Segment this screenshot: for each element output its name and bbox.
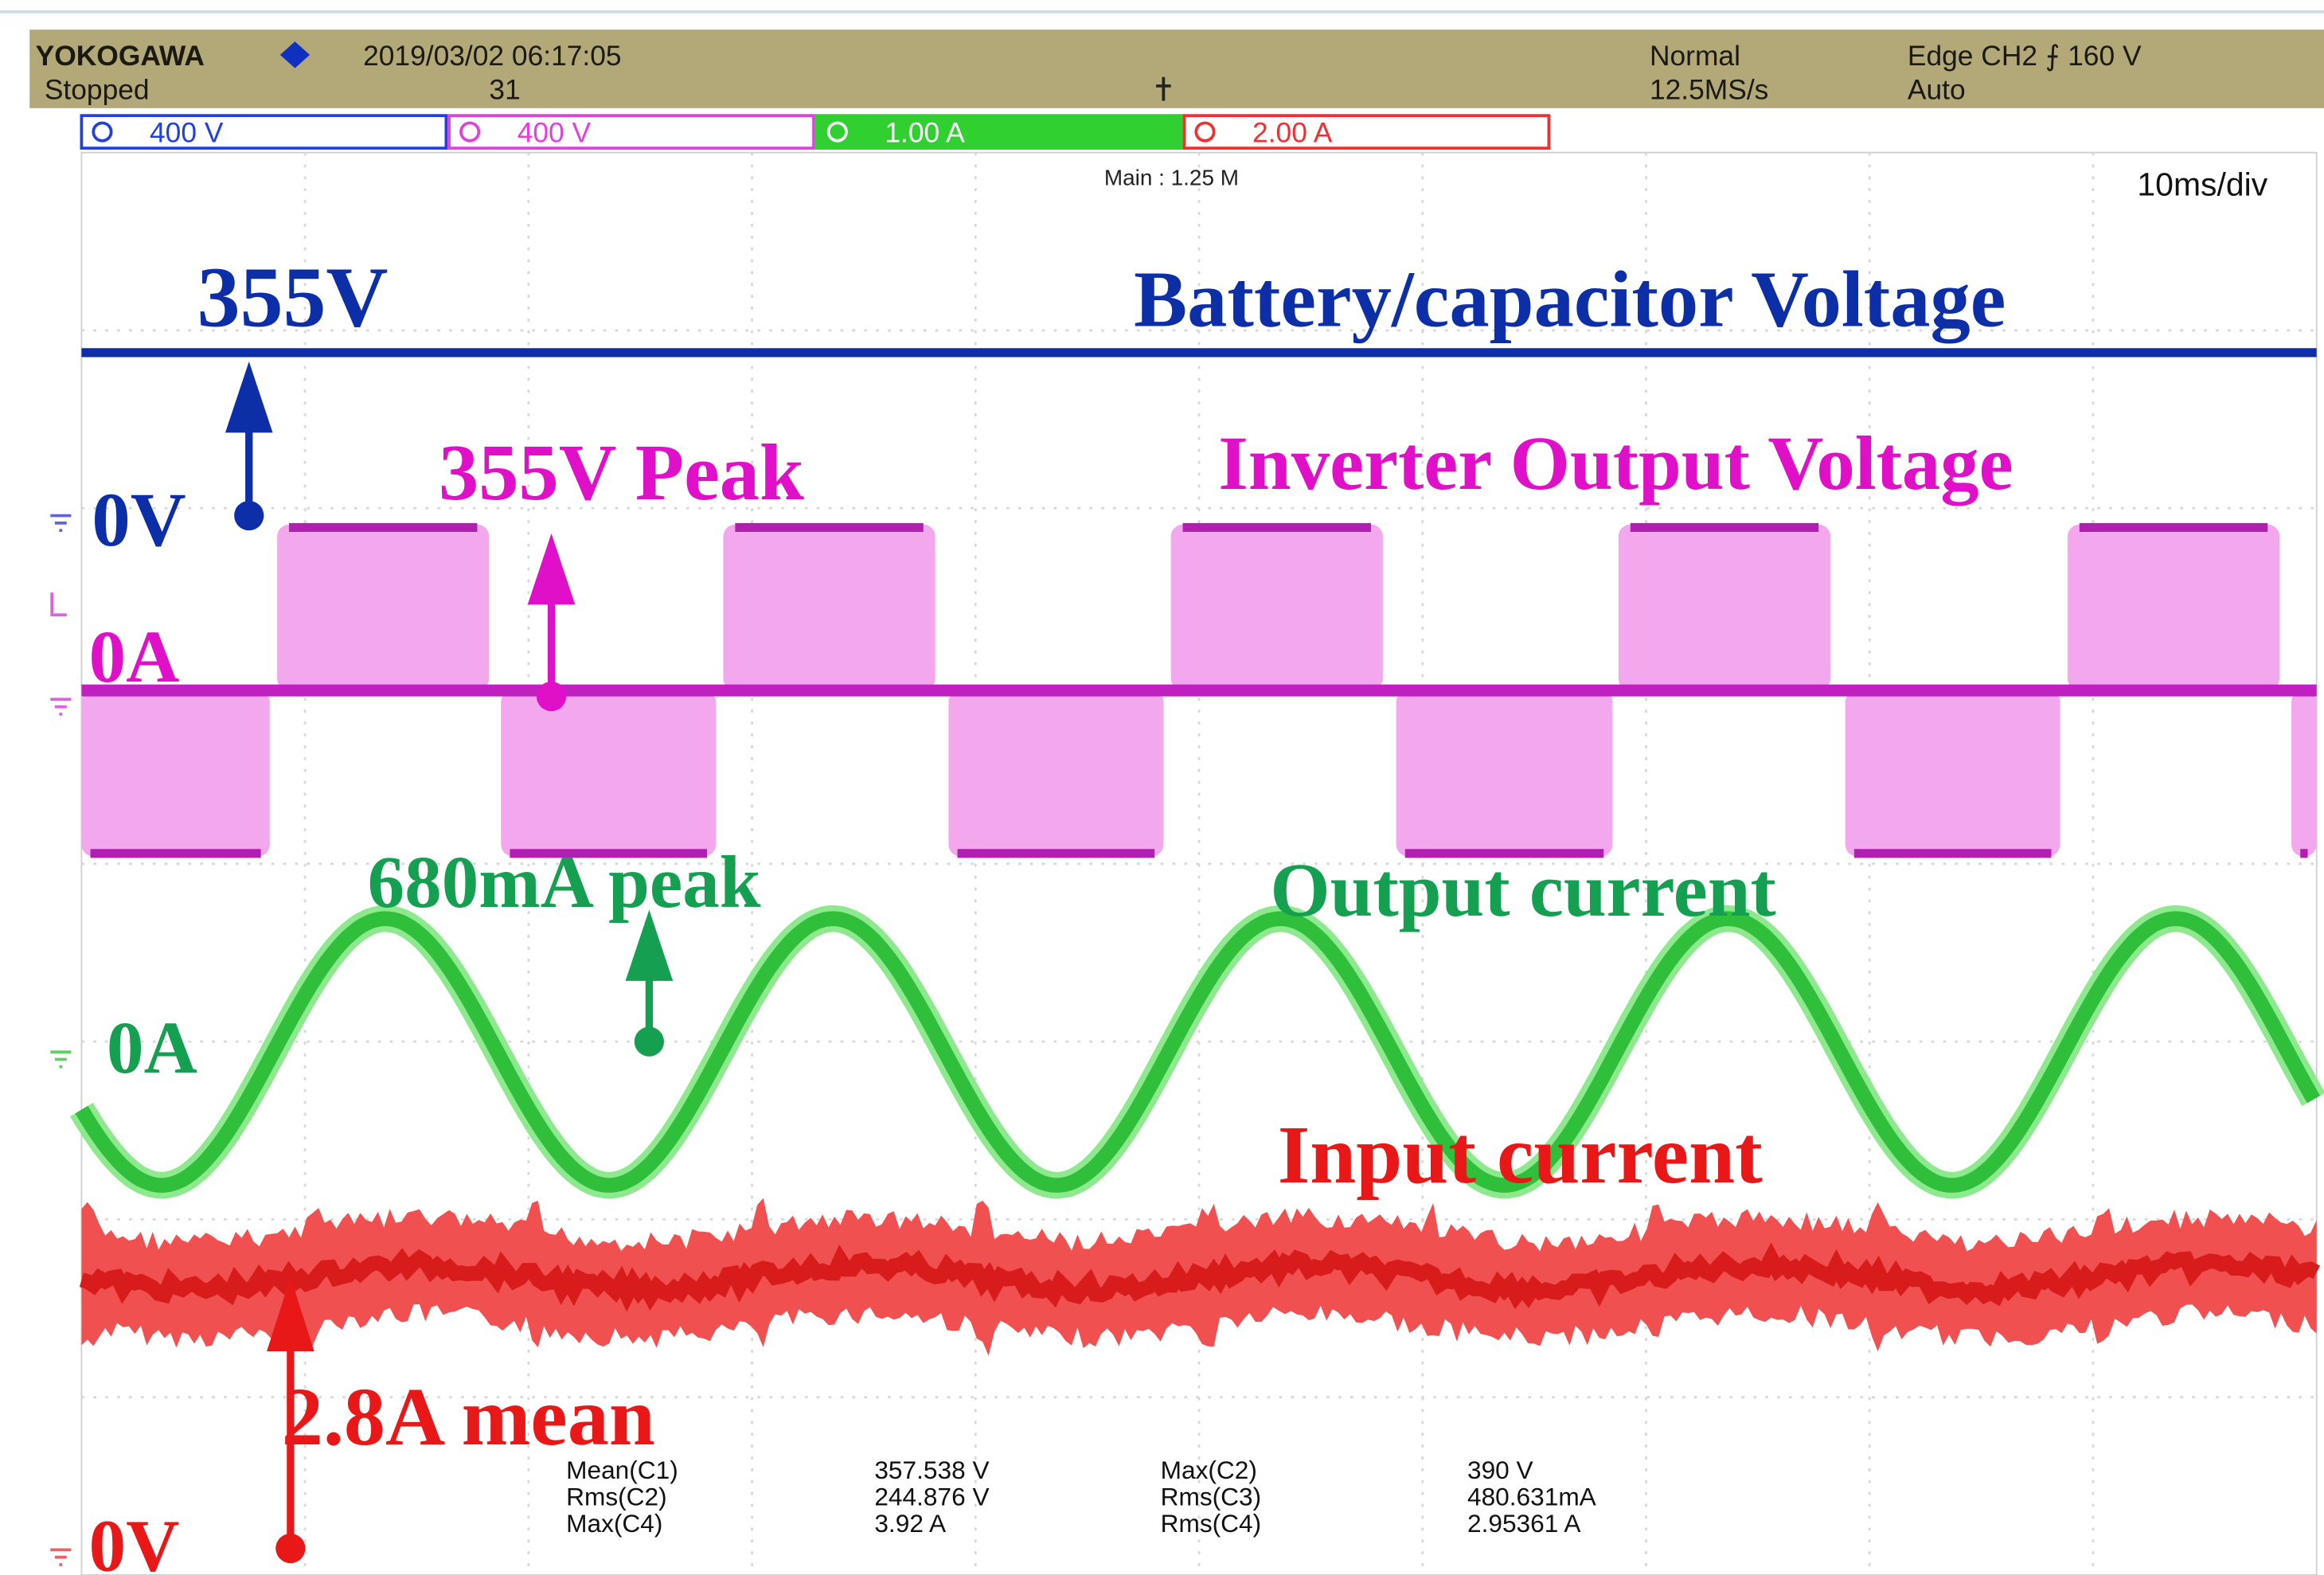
trigger-mode: Auto: [1908, 75, 1966, 106]
channel-box: [81, 115, 446, 148]
output-title: Output current: [1270, 847, 1775, 932]
inverter-zero: 0A: [89, 616, 180, 698]
status: Stopped: [45, 75, 150, 106]
channel-box: [1184, 115, 1549, 148]
channel-scale: 2.00 A: [1252, 118, 1333, 149]
oscilloscope-screen: YOKOGAWA 2019/03/02 06:17:05 Stopped 31 …: [0, 0, 2324, 1575]
measurement-value: 357.538 V: [874, 1456, 989, 1484]
datetime: 2019/03/02 06:17:05: [363, 41, 622, 72]
inverter-peak: 355V Peak: [439, 428, 804, 517]
input-mean: 2.8A mean: [282, 1370, 655, 1463]
timebase: 10ms/div: [2137, 166, 2267, 203]
ch2-pulse: [1171, 525, 1383, 690]
ch2-pulse: [1396, 690, 1613, 856]
channel-scale: 1.00 A: [885, 118, 965, 149]
measurement-value: 244.876 V: [874, 1483, 989, 1511]
ch2-pulse: [948, 690, 1163, 856]
sample-rate: 12.5MS/s: [1650, 75, 1768, 106]
battery-zero: 0V: [92, 477, 186, 562]
measurement-label: Max(C4): [566, 1509, 662, 1538]
ch2-pulse: [81, 690, 269, 856]
measurement-label: Rms(C3): [1161, 1483, 1262, 1511]
output-zero: 0A: [107, 1007, 197, 1089]
ch2-pulse: [501, 690, 716, 856]
battery-level: 355V: [197, 250, 389, 345]
channel-box: [817, 115, 1182, 148]
channel-box: [449, 115, 814, 148]
measurement-value: 2.95361 A: [1467, 1509, 1581, 1538]
input-title: Input current: [1278, 1108, 1763, 1201]
output-peak: 680mA peak: [368, 842, 761, 924]
channel-scale: 400 V: [150, 118, 224, 149]
measurement-value: 390 V: [1467, 1456, 1533, 1484]
inverter-title: Inverter Output Voltage: [1218, 420, 2013, 506]
channel-scale: 400 V: [518, 118, 592, 149]
input-zero: 0V: [89, 1505, 180, 1575]
measurement-label: Rms(C2): [566, 1483, 667, 1511]
ch2-pulse: [2291, 690, 2317, 856]
count: 31: [489, 75, 520, 106]
mode: Normal: [1650, 41, 1740, 72]
ch2-pulse: [277, 525, 489, 690]
ch2-pulse: [723, 525, 935, 690]
record-length: Main : 1.25 M: [1104, 166, 1239, 190]
measurement-label: Mean(C1): [566, 1456, 678, 1484]
measurement-label: Rms(C4): [1161, 1509, 1262, 1538]
channel-bar: 400 V 400 V 1.00 A 2.00 A: [81, 115, 1549, 148]
ch2-pulse: [1846, 690, 2060, 856]
measurement-value: 3.92 A: [874, 1509, 947, 1538]
ch2-pulse: [1619, 525, 1830, 690]
ch2-pulse: [2068, 525, 2279, 690]
brand: YOKOGAWA: [36, 41, 205, 72]
battery-title: Battery/capacitor Voltage: [1134, 254, 2006, 343]
measurement-label: Max(C2): [1161, 1456, 1257, 1484]
trigger: Edge CH2 ⨍ 160 V: [1908, 41, 2142, 72]
measurement-value: 480.631mA: [1467, 1483, 1597, 1511]
